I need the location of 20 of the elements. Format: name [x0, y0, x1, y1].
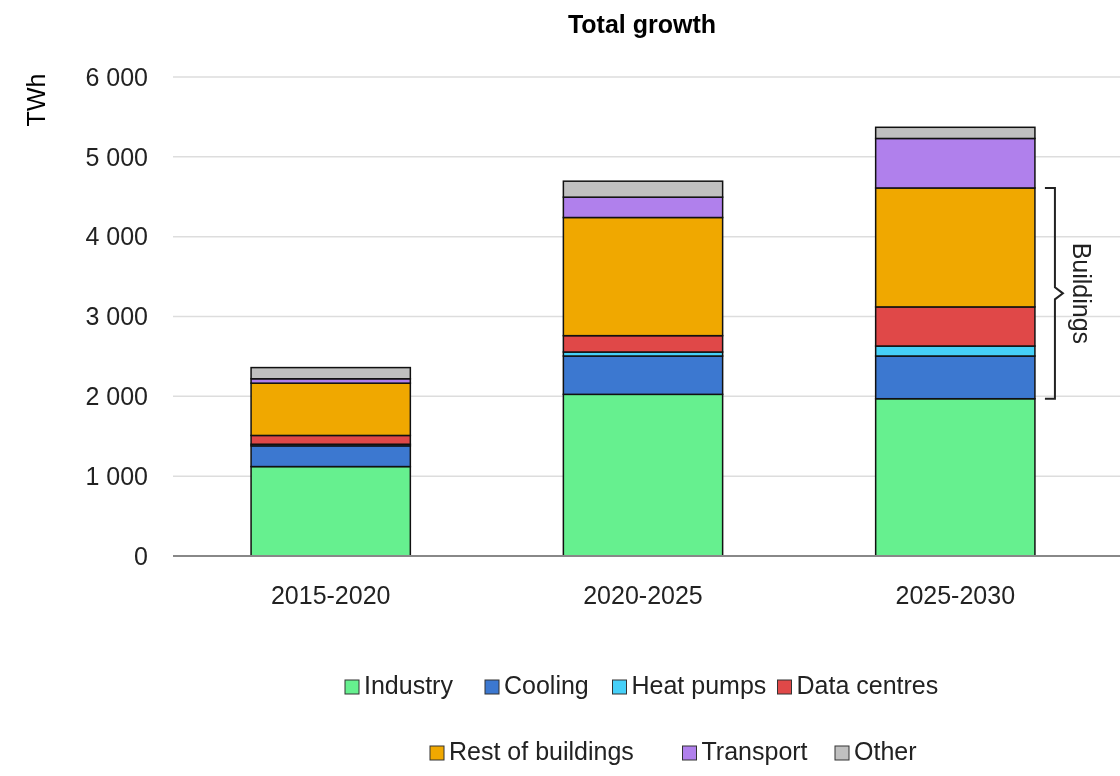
y-tick-label: 1 000	[85, 461, 148, 490]
chart-title: Total growth	[567, 10, 717, 38]
legend-label: Cooling	[504, 671, 589, 699]
x-tick-label: 2020-2025	[583, 581, 703, 609]
y-tick-label: 6 000	[85, 62, 148, 91]
legend-label: Rest of buildings	[449, 737, 634, 765]
y-axis-title: TWh	[22, 73, 50, 127]
x-tick-label: 2015-2020	[270, 581, 391, 609]
legend-label: Data centres	[796, 671, 939, 699]
y-tick-label: 0	[134, 541, 148, 570]
legend-label: Industry	[364, 671, 454, 699]
y-tick-label: 3 000	[85, 302, 148, 331]
legend-label: Transport	[701, 737, 808, 765]
x-tick-label: 2025-2030	[895, 581, 1016, 609]
y-tick-label: 4 000	[85, 222, 148, 251]
legend-label: Heat pumps	[631, 671, 767, 699]
y-tick-label: 5 000	[85, 142, 148, 171]
legend-label: Other	[854, 737, 917, 765]
y-tick-label: 2 000	[85, 382, 148, 411]
annotation: Buildings	[1067, 242, 1096, 345]
